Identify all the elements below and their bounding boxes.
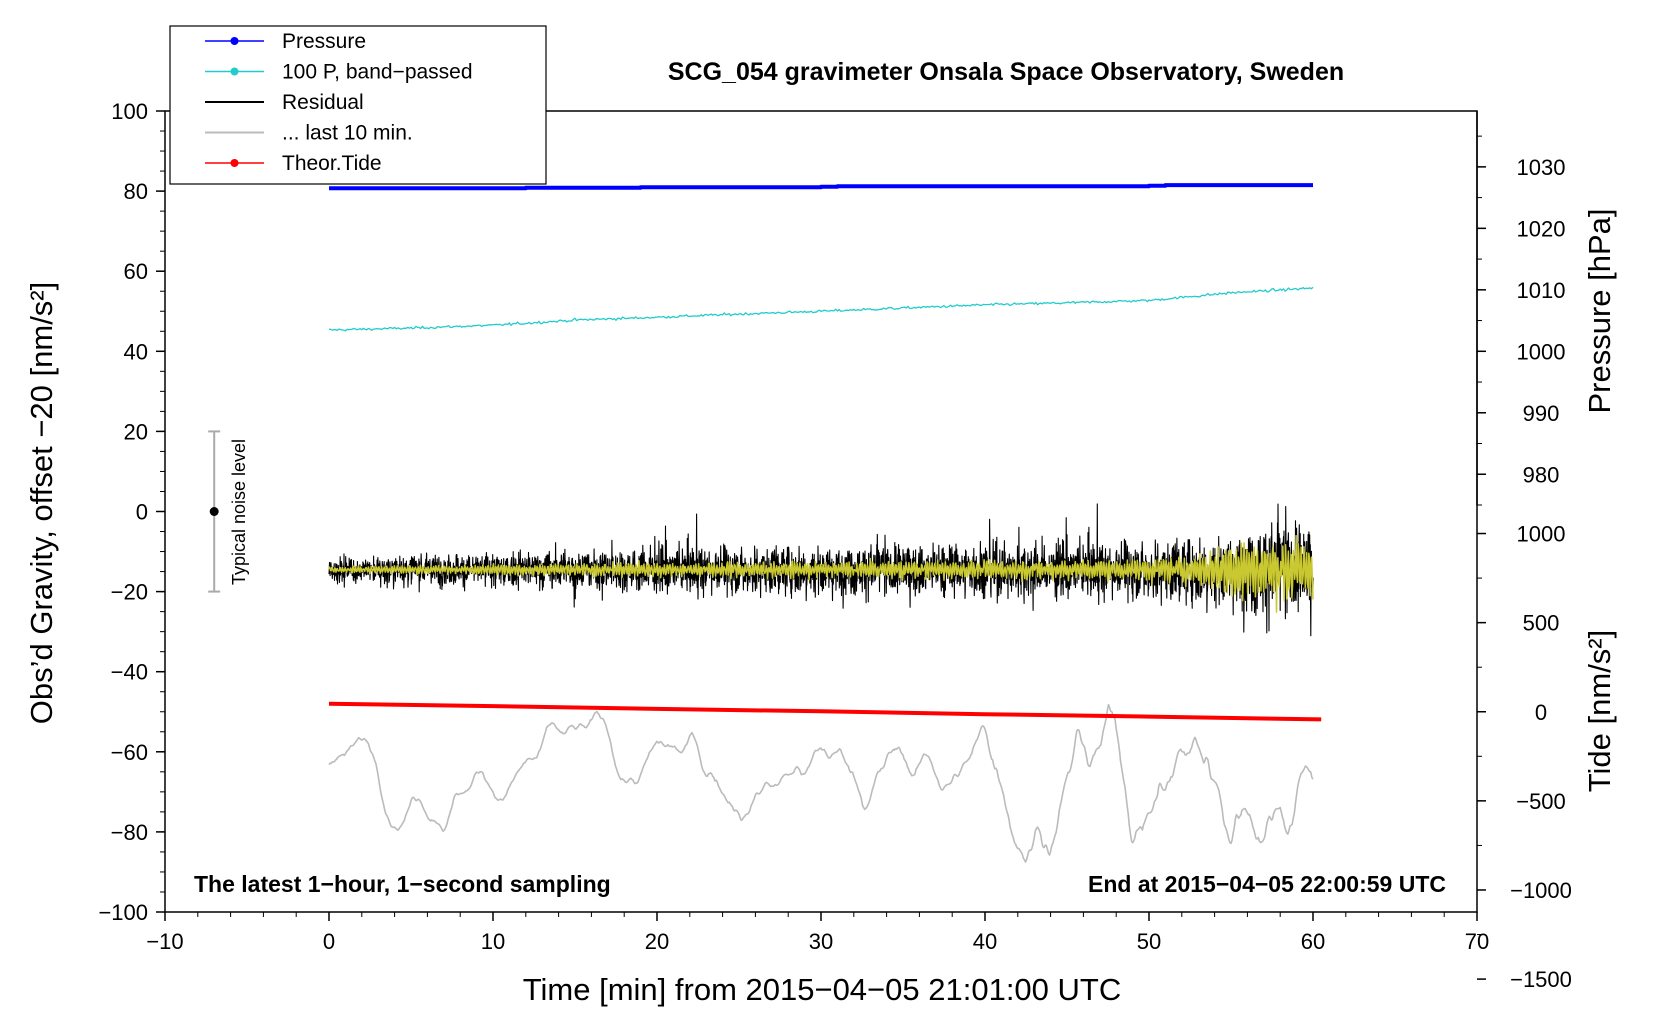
pressure-tick-label: 990 (1523, 401, 1560, 426)
series-line-0 (329, 183, 1313, 191)
pressure-axis-title: Pressure [hPa] (1582, 208, 1617, 413)
y-tick-label-left: 0 (136, 500, 148, 525)
legend-label: 100 P, band−passed (282, 61, 473, 84)
x-tick-label: 30 (809, 929, 833, 954)
noise-level-label: Typical noise level (229, 439, 249, 585)
chart-title: SCG_054 gravimeter Onsala Space Observat… (668, 58, 1344, 86)
pressure-tick-label: 980 (1523, 462, 1560, 487)
x-tick-label: 20 (645, 929, 669, 954)
x-tick-label: 50 (1137, 929, 1161, 954)
y-axis-title-left: Obs’d Gravity, offset −20 [nm/s²] (24, 282, 59, 725)
tide-tick-label: 500 (1523, 611, 1560, 636)
end-time-annotation: End at 2015−04−05 22:00:59 UTC (1088, 871, 1446, 897)
pressure-tick-label: 1010 (1517, 278, 1566, 303)
y-tick-label-left: 60 (124, 259, 148, 284)
tide-tick-label: −500 (1516, 789, 1566, 814)
plot-background (165, 111, 1477, 912)
y-tick-label-left: 40 (124, 339, 148, 364)
legend-label: ... last 10 min. (282, 122, 413, 145)
y-tick-label-left: 100 (111, 99, 148, 124)
noise-bar (208, 430, 221, 593)
pressure-tick-label: 1030 (1517, 155, 1566, 180)
y-tick-label-left: −40 (111, 660, 148, 685)
series-line-3 (328, 534, 1314, 613)
pressure-tick-label: 1020 (1517, 216, 1566, 241)
data-layer (328, 183, 1322, 863)
plot-area (165, 111, 1477, 912)
axes-layer: −10 0 10 20 30 40 50 60 70−100−80−60−40−20020406… (98, 99, 1571, 992)
y-tick-label-left: −60 (111, 740, 148, 765)
y-tick-label-left: −100 (98, 900, 148, 925)
y-tick-label-left: −20 (111, 580, 148, 605)
x-tick-label: 10 (481, 929, 505, 954)
series-line-5 (328, 701, 1322, 722)
tide-tick-label: 0 (1535, 700, 1547, 725)
tide-tick-label: −1500 (1510, 967, 1572, 992)
x-tick-label: −10 (146, 929, 183, 954)
y-tick-label-left: 80 (124, 179, 148, 204)
pressure-tick-label: 1000 (1517, 339, 1566, 364)
legend-label: Pressure (282, 30, 366, 53)
x-tick-label: 40 (973, 929, 997, 954)
x-tick-label: 0 (323, 929, 335, 954)
x-tick-label: 70 (1465, 929, 1489, 954)
y-tick-label-left: 20 (124, 419, 148, 444)
x-axis-title: Time [min] from 2015−04−05 21:01:00 UTC (523, 972, 1122, 1007)
sampling-annotation: The latest 1−hour, 1−second sampling (194, 871, 611, 897)
series-line-4 (328, 703, 1314, 863)
series-line-1 (328, 286, 1314, 332)
noise-bar-dot (209, 507, 219, 516)
legend-box (169, 25, 547, 185)
tide-axis-title: Tide [nm/s²] (1582, 630, 1617, 793)
legend-label: Residual (282, 91, 364, 114)
y-tick-label-left: −80 (111, 820, 148, 845)
legend-marker (230, 67, 239, 76)
series-line-2 (328, 503, 1314, 637)
legend-marker (230, 159, 239, 167)
tide-tick-label: 1000 (1517, 522, 1566, 547)
x-tick-label: 60 (1301, 929, 1325, 954)
tide-tick-label: −1000 (1510, 878, 1572, 903)
legend-marker (230, 37, 239, 45)
legend: Pressure 100 P, band−passed Residual ... la… (169, 25, 547, 185)
legend-label: Theor.Tide (282, 152, 382, 175)
